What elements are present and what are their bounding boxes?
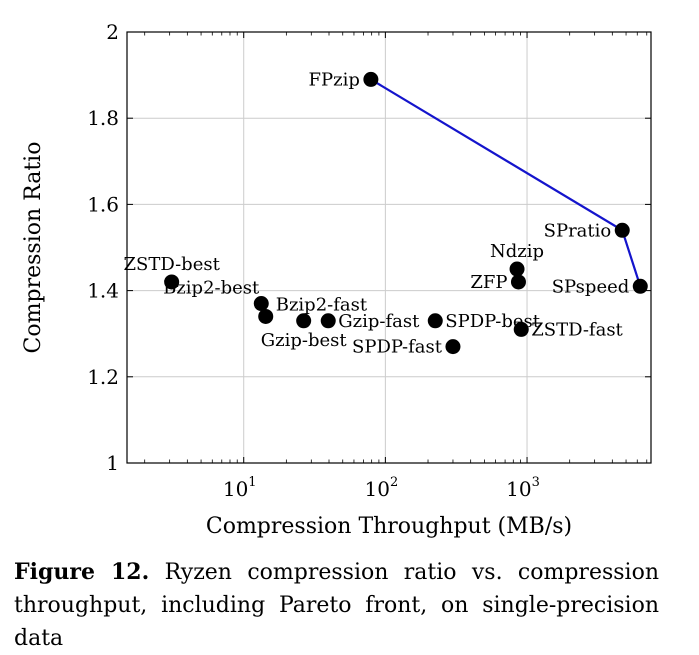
data-point-spratio xyxy=(614,222,630,238)
data-point-ndzip xyxy=(509,261,525,277)
x-tick-label: 101 xyxy=(223,475,257,501)
figure-caption: Figure 12. Ryzen compression ratio vs. c… xyxy=(14,556,659,655)
data-points xyxy=(164,71,648,355)
data-label-zfp: ZFP xyxy=(470,272,507,293)
x-tick-exponent: 1 xyxy=(248,475,256,490)
y-tick-label: 1.8 xyxy=(87,106,119,130)
x-axis-label: Compression Throughput (MB/s) xyxy=(206,514,572,539)
major-ticks xyxy=(127,31,651,464)
grid-lines xyxy=(127,31,651,464)
y-tick-label: 1.4 xyxy=(87,279,119,303)
data-point-spdp-best xyxy=(427,313,443,329)
data-label-spdp-best: SPDP-best xyxy=(445,311,540,332)
data-point-spdp-fast xyxy=(445,339,461,355)
data-label-spratio: SPratio xyxy=(544,220,612,241)
tick-labels: 1 1.2 1.4 1.6 1.8 2 101 102 103 xyxy=(87,20,540,501)
y-tick-label: 2 xyxy=(106,20,119,44)
data-point-gzip-best xyxy=(296,313,312,329)
data-point-bzip2-best xyxy=(253,296,269,312)
data-point-zfp xyxy=(510,274,526,290)
point-labels: ZSTD-best Bzip2-best Bzip2-fast Gzip-bestGz… xyxy=(123,69,629,357)
data-point-fpzip xyxy=(363,71,379,87)
data-label-zstd-fast: ZSTD-fast xyxy=(531,319,623,340)
data-point-gzip-fast xyxy=(320,313,336,329)
data-label-zstd-best: ZSTD-best xyxy=(123,254,220,275)
data-label-spspeed: SPspeed xyxy=(552,276,630,297)
data-label-gzip-best: Gzip-best xyxy=(261,330,348,351)
data-label-fpzip: FPzip xyxy=(308,69,359,90)
minor-ticks xyxy=(144,32,648,463)
data-label-bzip2-best: Bzip2-best xyxy=(163,278,260,299)
plot-frame xyxy=(126,31,652,464)
data-point-zstd-best xyxy=(164,274,180,290)
x-tick-exponent: 3 xyxy=(532,475,540,490)
scatter-chart: 1 1.2 1.4 1.6 1.8 2 101 102 103 ZSTD-best Bzip2-b… xyxy=(21,20,652,539)
x-tick-label: 102 xyxy=(365,475,399,501)
y-tick-label: 1 xyxy=(106,451,119,475)
data-label-bzip2-fast: Bzip2-fast xyxy=(276,294,368,315)
data-label-spdp-fast: SPDP-fast xyxy=(352,337,443,358)
x-tick-exponent: 2 xyxy=(390,475,398,490)
y-tick-label: 1.2 xyxy=(87,365,119,389)
x-tick-label: 103 xyxy=(506,475,540,501)
y-tick-label: 1.6 xyxy=(87,192,119,216)
data-point-zstd-fast xyxy=(513,321,529,337)
data-point-bzip2-fast xyxy=(258,308,274,324)
data-point-spspeed xyxy=(632,278,648,294)
figure-caption-label: Figure 12. xyxy=(14,559,150,585)
y-axis-label: Compression Ratio xyxy=(21,142,46,354)
data-label-gzip-fast: Gzip-fast xyxy=(338,311,420,332)
data-label-ndzip: Ndzip xyxy=(490,241,544,262)
